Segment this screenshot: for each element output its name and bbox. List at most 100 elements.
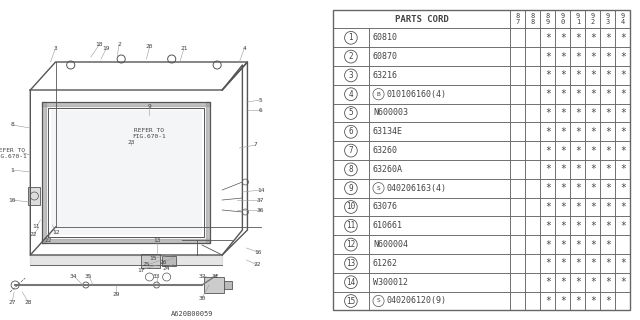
Text: *: * [590,277,596,287]
Text: 30: 30 [198,295,205,300]
Bar [556,235,570,254]
Text: *: * [560,277,566,287]
Bar [570,160,586,179]
Text: 8
8: 8 8 [531,13,535,25]
Text: REFER TO: REFER TO [0,148,25,153]
Text: *: * [560,221,566,231]
Text: 20: 20 [146,44,153,50]
Bar [525,28,540,47]
Bar [510,10,525,28]
Text: N600003: N600003 [373,108,408,117]
Bar [369,104,510,122]
Bar [333,141,369,160]
Bar [540,66,556,85]
Bar [586,254,600,273]
Text: 040206120(9): 040206120(9) [387,297,447,306]
Bar [600,28,616,47]
Text: *: * [590,296,596,306]
Text: N600004: N600004 [373,240,408,249]
Bar [369,273,510,292]
Bar [525,122,540,141]
Bar [369,254,510,273]
Bar [333,85,369,104]
Bar [540,179,556,197]
Text: 3: 3 [349,71,353,80]
Text: 8: 8 [349,165,353,174]
Text: REFER TO: REFER TO [134,127,164,132]
Bar [570,122,586,141]
Bar [540,197,556,216]
Bar [369,179,510,197]
Text: *: * [590,52,596,61]
Bar [600,254,616,273]
Text: S: S [377,186,380,191]
Text: *: * [545,164,550,174]
Text: *: * [575,33,580,43]
Bar [540,292,556,310]
Bar [525,85,540,104]
Bar [525,254,540,273]
Bar [600,292,616,310]
Text: 9
1: 9 1 [576,13,580,25]
Bar [616,197,630,216]
Text: *: * [620,258,626,268]
Bar [616,160,630,179]
Text: 22: 22 [254,262,261,268]
Text: 22: 22 [29,233,37,237]
Text: *: * [560,240,566,250]
Bar [525,273,540,292]
Bar [586,122,600,141]
Text: *: * [620,146,626,156]
Bar [586,28,600,47]
Bar [600,273,616,292]
Text: *: * [620,164,626,174]
Bar [510,216,525,235]
Bar [616,292,630,310]
Bar [369,141,510,160]
Text: 28: 28 [24,300,32,305]
Bar [525,66,540,85]
Bar [556,141,570,160]
Text: 4: 4 [243,45,246,51]
Bar [616,47,630,66]
Text: 15: 15 [150,255,157,260]
Bar [525,197,540,216]
Bar [141,254,159,268]
Bar [333,160,369,179]
Bar [570,104,586,122]
Bar [556,197,570,216]
Text: *: * [545,33,550,43]
Bar [586,66,600,85]
Bar [616,216,630,235]
Text: 63260: 63260 [373,146,398,155]
Text: 34: 34 [70,274,77,278]
Text: *: * [620,89,626,99]
Text: *: * [545,127,550,137]
Text: *: * [545,52,550,61]
Bar [600,216,616,235]
Polygon shape [51,110,202,235]
Text: *: * [605,127,611,137]
Text: 35: 35 [85,274,93,278]
Text: *: * [620,52,626,61]
Text: 18: 18 [95,43,103,47]
Bar [540,254,556,273]
Bar [570,10,586,28]
Text: *: * [560,127,566,137]
Bar [556,292,570,310]
Text: 22: 22 [45,237,52,243]
Bar [525,179,540,197]
Bar [586,197,600,216]
Text: PARTS CORD: PARTS CORD [394,14,448,23]
Text: *: * [620,108,626,118]
Text: 63076: 63076 [373,203,398,212]
Bar [600,179,616,197]
Text: 23: 23 [127,140,135,145]
Bar [525,160,540,179]
Bar [333,273,369,292]
Bar [616,10,630,28]
Bar [616,179,630,197]
Text: *: * [605,108,611,118]
Text: *: * [575,183,580,193]
Text: 9: 9 [349,184,353,193]
